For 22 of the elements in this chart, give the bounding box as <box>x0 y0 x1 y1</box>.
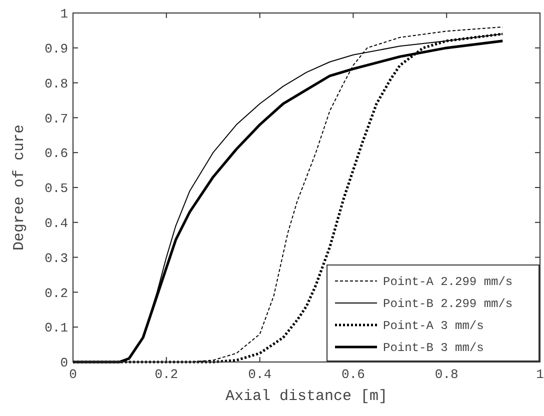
y-tick-label: 0.3 <box>44 250 68 266</box>
x-tick-label: 1 <box>536 367 544 382</box>
x-tick-label: 0.2 <box>154 367 178 382</box>
x-tick-label: 0.6 <box>341 367 365 382</box>
legend-label: Point-A 3 mm/s <box>383 319 484 334</box>
y-tick-label: 0.5 <box>44 181 68 196</box>
y-tick-label: 0.6 <box>44 146 68 162</box>
legend-label: Point-B 2.299 mm/s <box>383 297 513 312</box>
x-tick-label: 0.4 <box>248 367 272 382</box>
y-tick-label: 0.9 <box>44 41 68 56</box>
y-tick-label: 1 <box>60 6 68 22</box>
y-tick-label: 0.7 <box>44 111 68 126</box>
y-tick-label: 0.8 <box>44 76 68 92</box>
y-tick-label: 0.4 <box>44 216 68 231</box>
x-axis-title: Axial distance [m] <box>225 388 388 405</box>
legend-label: Point-A 2.299 mm/s <box>383 275 513 290</box>
legend-label: Point-B 3 mm/s <box>383 341 484 356</box>
y-axis-title: Degree of cure <box>11 124 28 251</box>
y-tick-label: 0.2 <box>44 286 68 301</box>
y-tick-label: 0.1 <box>44 320 68 336</box>
x-tick-label: 0.8 <box>434 367 458 382</box>
y-tick-label: 0 <box>60 356 68 371</box>
